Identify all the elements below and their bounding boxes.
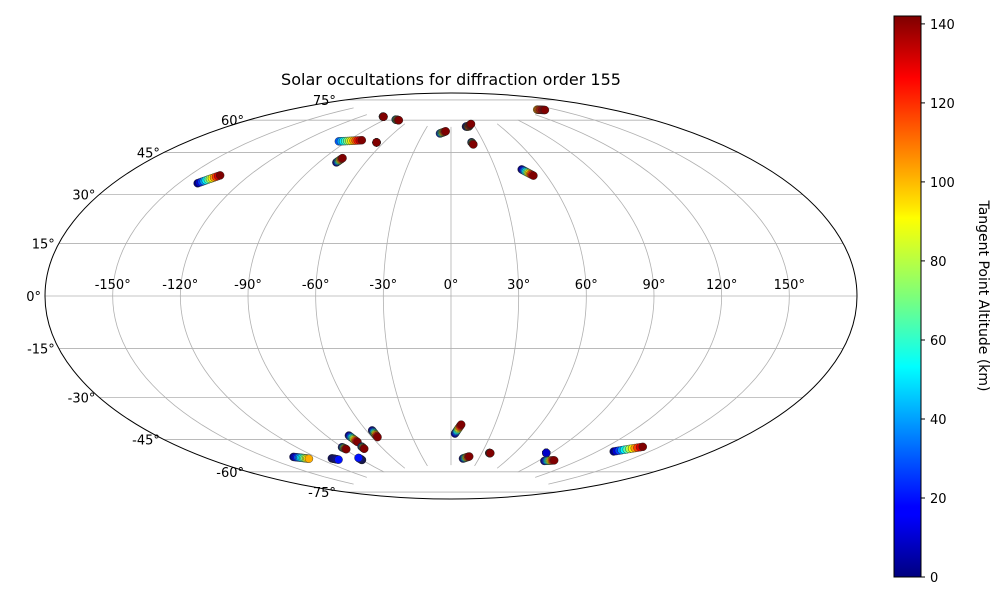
- y-tick-label: 0°: [26, 290, 41, 305]
- longitude-tick-labels: -150° -120° -90° -60° -30° 0° 30° 60° 90° 120° 150…: [95, 278, 805, 293]
- colorbar-ticks: 0 20 40 60 80 100 120 140: [921, 18, 955, 586]
- colorbar-tick-label: 20: [930, 492, 947, 507]
- x-tick-label: 90°: [642, 278, 665, 293]
- y-tick-label: -30°: [68, 392, 96, 407]
- data-points: [193, 105, 647, 466]
- data-point: [540, 105, 550, 115]
- data-point: [394, 116, 404, 125]
- data-point: [379, 112, 388, 121]
- data-point: [550, 456, 559, 465]
- colorbar-tick-label: 80: [930, 255, 947, 270]
- colorbar-tick-label: 100: [930, 176, 955, 191]
- y-tick-label: -75°: [308, 486, 336, 501]
- colorbar-tick-label: 40: [930, 413, 947, 428]
- data-point: [334, 455, 343, 464]
- data-point: [360, 444, 369, 453]
- x-tick-label: 0°: [444, 278, 459, 293]
- grid-meridian: [112, 107, 354, 485]
- data-point: [338, 153, 347, 163]
- colorbar: 0 20 40 60 80 100 120 140 Tangent Point Altitud…: [893, 15, 991, 586]
- data-point: [638, 442, 647, 452]
- y-tick-label: 60°: [221, 114, 244, 129]
- data-point: [342, 445, 351, 454]
- data-point: [373, 432, 382, 442]
- data-point: [441, 127, 450, 136]
- data-point: [215, 171, 225, 180]
- grid-meridian: [315, 123, 406, 469]
- x-tick-label: -90°: [234, 278, 262, 293]
- data-point: [304, 454, 314, 463]
- colorbar-gradient: [893, 15, 922, 578]
- y-tick-label: -60°: [216, 466, 244, 481]
- data-point: [457, 420, 466, 429]
- y-tick-label: 45°: [137, 147, 160, 162]
- data-point: [466, 119, 476, 129]
- data-point: [354, 453, 363, 463]
- grid-lines: [45, 99, 857, 493]
- colorbar-tick-label: 0: [930, 571, 938, 586]
- data-point: [465, 452, 474, 461]
- x-tick-label: 30°: [507, 278, 530, 293]
- x-tick-label: -60°: [302, 278, 330, 293]
- data-point: [372, 138, 381, 147]
- data-point: [529, 171, 538, 180]
- colorbar-tick-label: 120: [930, 97, 955, 112]
- data-point: [486, 448, 495, 458]
- x-tick-label: -150°: [95, 278, 131, 293]
- colorbar-tick-label: 140: [930, 18, 955, 33]
- y-tick-label: -15°: [27, 343, 55, 358]
- x-tick-label: -120°: [162, 278, 198, 293]
- grid-meridian: [247, 119, 385, 473]
- grid-meridian: [535, 114, 723, 478]
- data-point: [542, 448, 551, 458]
- colorbar-tick-label: 60: [930, 334, 947, 349]
- grid-meridian: [496, 123, 587, 469]
- y-tick-label: -45°: [132, 434, 160, 449]
- x-tick-label: 60°: [575, 278, 598, 293]
- x-tick-label: -30°: [369, 278, 397, 293]
- colorbar-label: Tangent Point Altitude (km): [975, 199, 991, 391]
- data-point: [469, 140, 478, 149]
- plot-boundary: [44, 92, 858, 500]
- grid-meridian: [382, 125, 428, 467]
- latitude-tick-labels: 75° 60° 45° 30° 15° 0° -15° -30° -45° -60° -75°: [26, 94, 336, 501]
- x-tick-label: 150°: [774, 278, 805, 293]
- y-tick-label: 30°: [72, 189, 95, 204]
- graticule-grid: [45, 99, 857, 493]
- grid-meridian: [474, 125, 520, 467]
- x-tick-label: 120°: [706, 278, 737, 293]
- y-tick-label: 15°: [32, 238, 55, 253]
- grid-meridian: [517, 119, 655, 473]
- grid-meridian: [548, 107, 790, 485]
- data-point: [357, 135, 367, 145]
- y-tick-label: 75°: [313, 94, 336, 109]
- chart-title: Solar occultations for diffraction order…: [281, 70, 621, 89]
- grid-meridian: [179, 114, 367, 478]
